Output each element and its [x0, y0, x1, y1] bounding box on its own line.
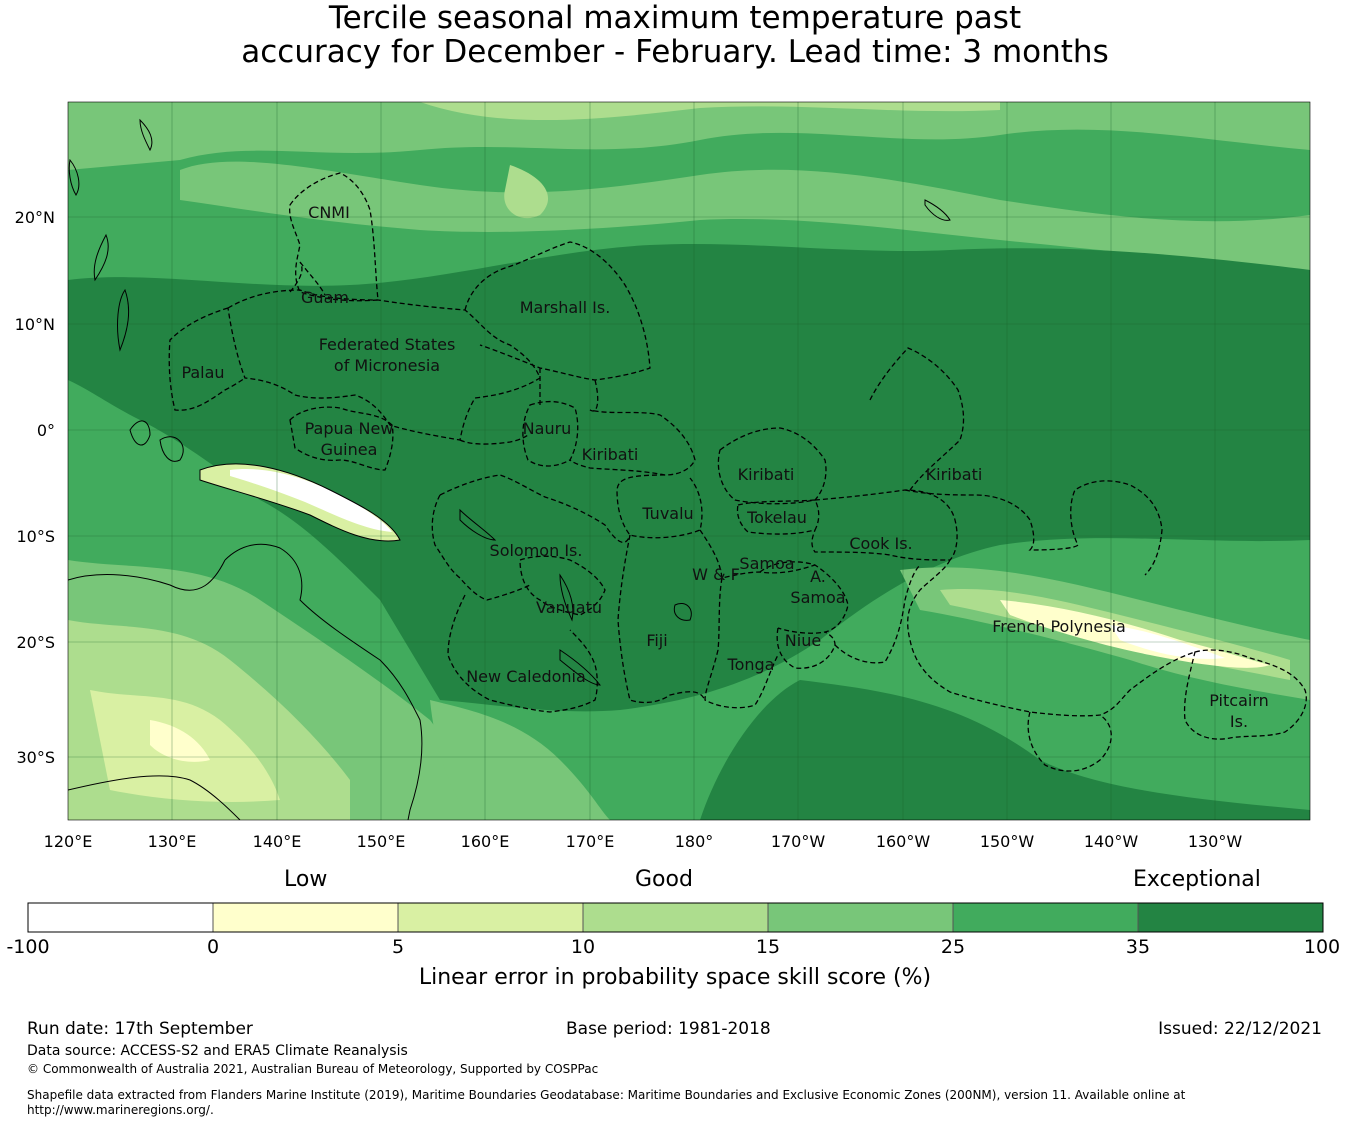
- coastlines: [68, 118, 951, 820]
- region-label-nauru: Nauru: [523, 419, 572, 438]
- region-label-guam: Guam: [301, 288, 349, 307]
- region-label-wallis-futuna: W & F: [692, 565, 740, 584]
- lon-tick: 160°E: [461, 832, 510, 851]
- region-label-kiribati-gilbert: Kiribati: [582, 445, 639, 464]
- region-label-pitcairn-1: Pitcairn: [1209, 691, 1269, 710]
- lon-ticks: 120°E 130°E 140°E 150°E 160°E 170°E 180°…: [44, 832, 1243, 851]
- lon-tick: 170°E: [566, 832, 615, 851]
- region-label-tokelau: Tokelau: [746, 508, 807, 527]
- eez-boundaries: [168, 172, 1307, 772]
- lon-tick: 180°: [675, 832, 714, 851]
- region-label-cnmi: CNMI: [308, 203, 350, 222]
- colorbar-tick: 15: [755, 936, 781, 958]
- colorbar-tick: 5: [391, 936, 405, 958]
- lat-tick: 0°: [37, 421, 55, 440]
- lat-tick: 10°S: [16, 527, 55, 546]
- issued-date: Issued: 22/12/2021: [1158, 1019, 1322, 1039]
- region-label-french-polynesia: French Polynesia: [992, 617, 1126, 636]
- shapefile-credit-line1: Shapefile data extracted from Flanders M…: [27, 1088, 1186, 1102]
- region-label-tuvalu: Tuvalu: [641, 504, 693, 523]
- region-label-cook: Cook Is.: [849, 534, 912, 553]
- colorbar-category-exceptional: Exceptional: [1133, 867, 1261, 892]
- colorbar-category-good: Good: [635, 867, 693, 892]
- region-labels: CNMI Guam Marshall Is. Federated States …: [181, 203, 1268, 731]
- colorbar-tick: 25: [940, 936, 966, 958]
- region-label-pitcairn-2: Is.: [1230, 712, 1248, 731]
- shapefile-credit-line2: http://www.marineregions.org/.: [27, 1103, 214, 1117]
- region-label-kiribati-line: Kiribati: [926, 465, 983, 484]
- map-frame: [67, 101, 1311, 821]
- run-date: Run date: 17th September: [27, 1019, 253, 1039]
- lon-tick: 170°W: [771, 832, 826, 851]
- lon-tick: 150°W: [980, 832, 1035, 851]
- region-label-png-1: Papua New: [305, 419, 394, 438]
- region-label-kiribati-phoenix: Kiribati: [738, 465, 795, 484]
- lon-tick: 140°E: [253, 832, 302, 851]
- region-label-american-samoa-2: Samoa: [790, 588, 845, 607]
- colorbar: [27, 902, 1324, 933]
- lon-tick: 130°W: [1188, 832, 1243, 851]
- copyright: © Commonwealth of Australia 2021, Austra…: [27, 1062, 599, 1076]
- skill-field: [68, 102, 1310, 820]
- chart-title-line1: Tercile seasonal maximum temperature pas…: [328, 0, 1022, 36]
- lon-tick: 120°E: [44, 832, 93, 851]
- region-label-new-caledonia: New Caledonia: [466, 667, 586, 686]
- colorbar-axis-label: Linear error in probability space skill …: [418, 965, 932, 990]
- lat-tick: 20°S: [16, 633, 55, 652]
- region-label-american-samoa-1: A.: [810, 567, 826, 586]
- colorbar-bin: [1138, 903, 1323, 932]
- region-label-fiji: Fiji: [646, 631, 667, 650]
- colorbar-tick: 10: [570, 936, 596, 958]
- colorbar-tick: 35: [1125, 936, 1151, 958]
- region-label-vanuatu: Vanuatu: [536, 598, 602, 617]
- colorbar-bin: [768, 903, 953, 932]
- colorbar-bin: [953, 903, 1138, 932]
- region-label-niue: Niue: [785, 631, 821, 650]
- lon-tick: 150°E: [357, 832, 406, 851]
- colorbar-category-low: Low: [284, 867, 328, 892]
- lat-tick: 10°N: [15, 315, 55, 334]
- colorbar-frame: [27, 902, 1324, 933]
- colorbar-tick: -100: [6, 936, 50, 958]
- lat-tick: 30°S: [16, 748, 55, 767]
- region-label-solomon: Solomon Is.: [490, 541, 583, 560]
- lat-ticks: 20°N 10°N 0° 10°S 20°S 30°S: [15, 208, 55, 767]
- region-label-fsm-2: of Micronesia: [334, 356, 440, 375]
- base-period: Base period: 1981-2018: [566, 1019, 771, 1039]
- region-label-tonga: Tonga: [727, 655, 775, 674]
- data-source: Data source: ACCESS-S2 and ERA5 Climate …: [27, 1043, 408, 1059]
- colorbar-tick: 0: [206, 936, 220, 958]
- colorbar-bin: [28, 903, 213, 932]
- lat-tick: 20°N: [15, 208, 55, 227]
- region-label-marshall: Marshall Is.: [520, 298, 611, 317]
- colorbar-tick: 100: [1303, 936, 1341, 958]
- lon-tick: 160°W: [876, 832, 931, 851]
- colorbar-bin: [583, 903, 768, 932]
- region-label-palau: Palau: [181, 363, 224, 382]
- region-label-png-2: Guinea: [321, 440, 378, 459]
- chart-title-line2: accuracy for December - February. Lead t…: [241, 34, 1109, 70]
- lon-tick: 140°W: [1084, 832, 1139, 851]
- region-label-samoa: Samoa: [739, 554, 794, 573]
- colorbar-bin: [213, 903, 398, 932]
- lon-tick: 130°E: [148, 832, 197, 851]
- colorbar-bin: [398, 903, 583, 932]
- region-label-fsm-1: Federated States: [319, 335, 456, 354]
